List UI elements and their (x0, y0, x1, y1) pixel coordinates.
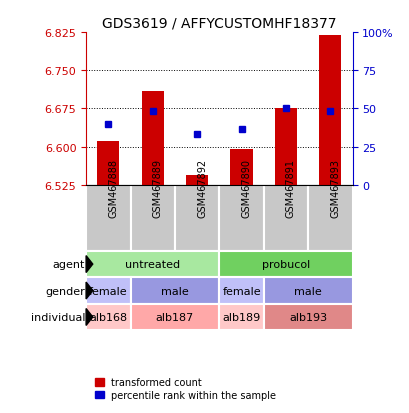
Bar (274, 109, 297, 185)
Polygon shape (86, 282, 92, 299)
Bar (219, 304, 263, 330)
Bar (130, 278, 219, 304)
Text: GSM467893: GSM467893 (330, 159, 339, 217)
Polygon shape (86, 309, 92, 325)
Text: GSM467892: GSM467892 (197, 159, 207, 217)
Bar (141, 91, 164, 185)
Bar (97, 142, 119, 185)
Bar (186, 175, 208, 185)
Bar (308, 185, 352, 251)
Text: GSM467891: GSM467891 (285, 159, 295, 217)
Text: GSM467889: GSM467889 (152, 159, 162, 217)
Bar (86, 185, 130, 251)
Bar (130, 304, 219, 330)
Text: alb168: alb168 (89, 312, 127, 322)
Bar (175, 185, 219, 251)
Text: alb187: alb187 (155, 312, 193, 322)
Bar (219, 251, 352, 278)
Text: agent: agent (53, 259, 85, 269)
Bar (263, 278, 352, 304)
Text: gender: gender (45, 286, 85, 296)
Text: untreated: untreated (125, 259, 180, 269)
Text: GSM467888: GSM467888 (108, 159, 118, 217)
Title: GDS3619 / AFFYCUSTOMHF18377: GDS3619 / AFFYCUSTOMHF18377 (102, 17, 336, 31)
Text: female: female (89, 286, 127, 296)
Text: female: female (222, 286, 260, 296)
Text: individual: individual (31, 312, 85, 322)
Bar (263, 185, 308, 251)
Text: alb193: alb193 (288, 312, 326, 322)
Bar (86, 304, 130, 330)
Bar (130, 185, 175, 251)
Bar (263, 304, 352, 330)
Bar (319, 36, 341, 185)
Text: male: male (294, 286, 321, 296)
Bar (219, 278, 263, 304)
Bar (86, 278, 130, 304)
Bar (219, 185, 263, 251)
Text: alb189: alb189 (222, 312, 260, 322)
Bar (86, 251, 219, 278)
Text: male: male (161, 286, 189, 296)
Legend: transformed count, percentile rank within the sample: transformed count, percentile rank withi… (91, 373, 280, 404)
Text: probucol: probucol (261, 259, 309, 269)
Polygon shape (86, 256, 92, 273)
Text: GSM467890: GSM467890 (241, 159, 251, 217)
Bar (230, 150, 252, 185)
